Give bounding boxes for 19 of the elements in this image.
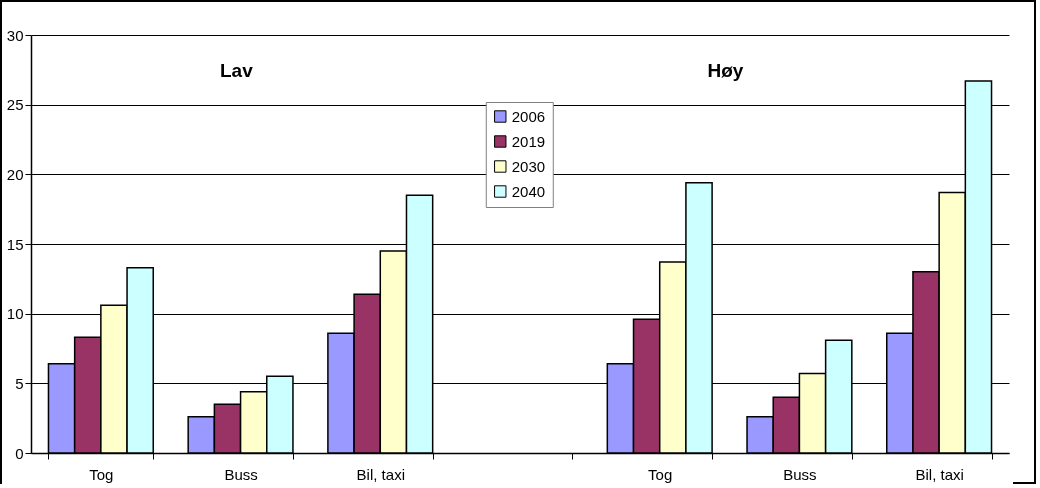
y-tick-label: 30 [6, 26, 24, 44]
x-tick-label: Buss [783, 465, 817, 483]
legend-label: 2019 [511, 132, 546, 150]
y-tick-label: 25 [6, 96, 24, 114]
legend-label: 2030 [511, 157, 546, 175]
x-tick-label: Buss [224, 465, 258, 483]
y-tick-label: 5 [15, 374, 24, 392]
annotation: Høy [707, 60, 744, 81]
y-tick-label: 15 [6, 235, 24, 253]
y-tick-label: 10 [6, 305, 24, 323]
annotation: Lav [220, 60, 254, 81]
legend-label: 2006 [511, 107, 546, 125]
y-tick-label: 0 [15, 444, 24, 462]
x-tick-label: Bil, taxi [915, 465, 964, 483]
x-tick-label: Tog [89, 465, 114, 483]
y-tick-label: 20 [6, 165, 24, 183]
x-tick-label: Bil, taxi [356, 465, 405, 483]
x-tick-label: Tog [648, 465, 673, 483]
legend-label: 2040 [511, 182, 546, 200]
